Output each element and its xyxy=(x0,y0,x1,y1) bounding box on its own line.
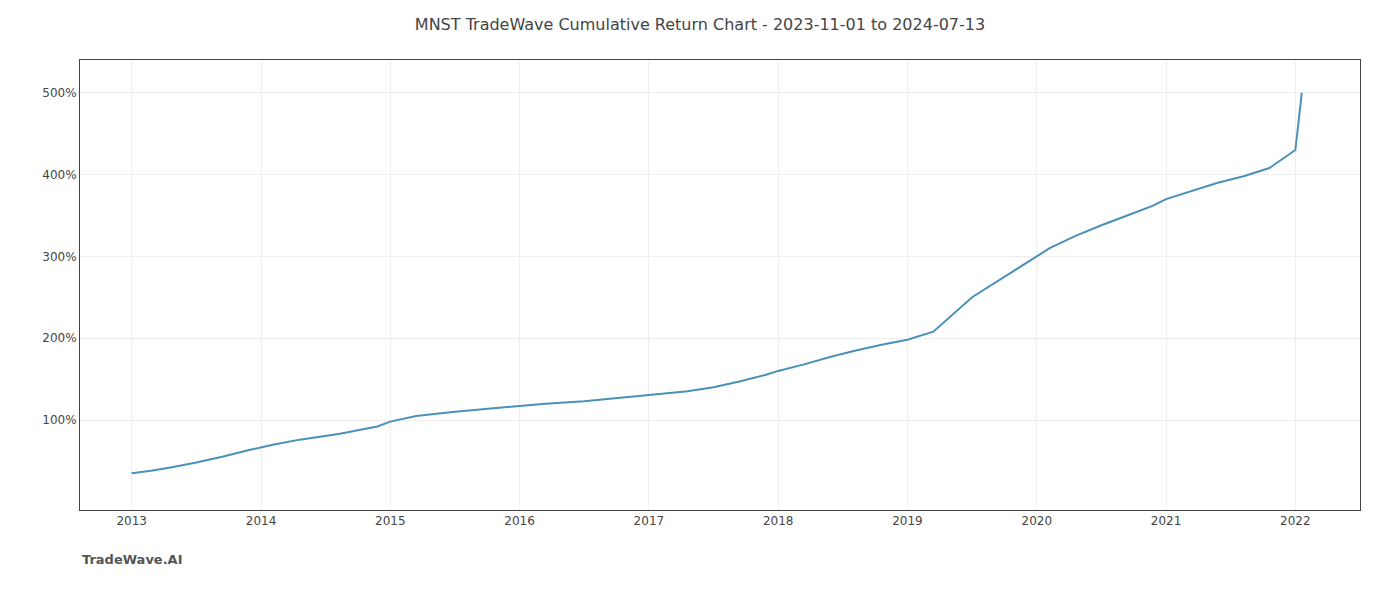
svg-text:2021: 2021 xyxy=(1151,514,1182,528)
svg-text:400%: 400% xyxy=(42,168,76,182)
svg-text:MNST TradeWave Cumulative Retu: MNST TradeWave Cumulative Return Chart -… xyxy=(415,15,985,34)
svg-text:TradeWave.AI: TradeWave.AI xyxy=(82,552,183,567)
svg-text:2020: 2020 xyxy=(1021,514,1052,528)
svg-text:2022: 2022 xyxy=(1280,514,1311,528)
svg-text:300%: 300% xyxy=(42,250,76,264)
svg-text:500%: 500% xyxy=(42,86,76,100)
svg-text:100%: 100% xyxy=(42,413,76,427)
svg-text:2015: 2015 xyxy=(375,514,406,528)
svg-text:200%: 200% xyxy=(42,331,76,345)
svg-text:2017: 2017 xyxy=(634,514,665,528)
svg-text:2018: 2018 xyxy=(763,514,794,528)
svg-text:2014: 2014 xyxy=(246,514,277,528)
svg-text:2019: 2019 xyxy=(892,514,923,528)
svg-text:2016: 2016 xyxy=(504,514,535,528)
svg-text:2013: 2013 xyxy=(116,514,147,528)
